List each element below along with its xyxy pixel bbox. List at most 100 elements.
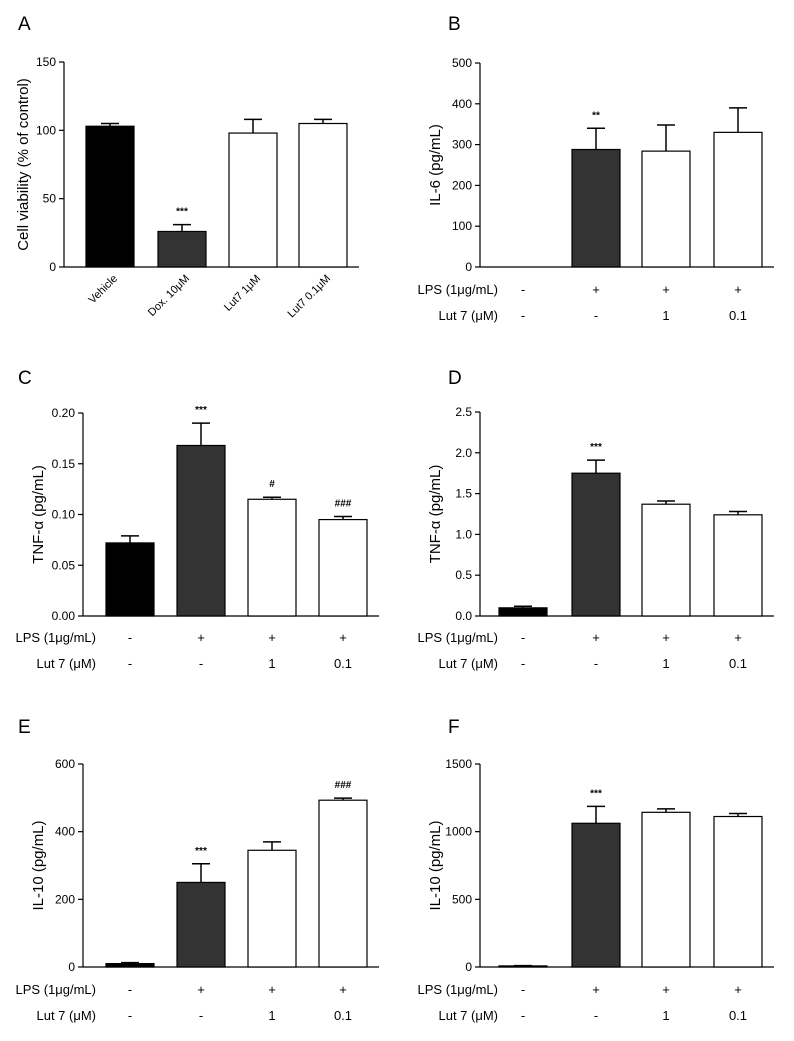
y-tick-label: 50 [43,192,57,206]
condition-cell: 1 [662,656,669,671]
significance-label: *** [590,788,602,799]
y-axis-title: Cell viability (% of control) [15,78,32,251]
bar [571,148,621,268]
y-axis-title: IL-10 (pg/mL) [30,820,47,910]
y-tick-label: 150 [36,55,56,69]
bar [641,150,691,268]
condition-row-label: LPS (1μg/mL) [418,282,498,297]
category-label: Lut7 1μM [222,273,263,314]
bar [176,444,226,617]
chart-panel-a: A 0 50 100 150 Cell viability (% of control) *… [15,14,359,320]
y-tick-label: 0.20 [52,406,76,420]
condition-cell: - [521,308,525,323]
condition-cell: + [662,982,670,997]
y-tick-label: 0.10 [52,508,76,522]
condition-row-label: Lut 7 (μM) [438,308,498,323]
y-axis-title: IL-10 (pg/mL) [427,820,444,910]
y-axis-title: TNF-α (pg/mL) [427,465,444,564]
y-tick-label: 200 [452,178,472,192]
y-tick-label: 1500 [445,757,472,771]
condition-cell: + [197,982,205,997]
y-tick-label: 0 [465,260,472,274]
chart-panel-e: E 0 200 400 600 IL-10 (pg/mL) *** ### LPS (1μg/m… [16,717,379,1023]
condition-cell: 1 [268,1008,275,1023]
condition-cell: + [268,630,276,645]
y-tick-label: 1.5 [455,487,472,501]
condition-row-label: Lut 7 (μM) [438,656,498,671]
y-tick-label: 400 [452,97,472,111]
condition-cell: + [592,282,600,297]
condition-cell: - [521,282,525,297]
y-tick-label: 2.5 [455,405,472,419]
y-axis-title: IL-6 (pg/mL) [427,124,444,206]
significance-label: ### [335,780,352,791]
chart-panel-f: F 0 500 1000 1500 IL-10 (pg/mL) *** LPS (1μg/mL… [418,717,774,1023]
condition-cell: + [339,982,347,997]
condition-cell: 0.1 [334,1008,352,1023]
condition-row-label: Lut 7 (μM) [438,1008,498,1023]
bar [713,131,763,268]
y-tick-label: 200 [55,892,75,906]
condition-cell: + [662,282,670,297]
y-tick-label: 500 [452,892,472,906]
y-tick-label: 2.0 [455,446,472,460]
condition-cell: - [521,630,525,645]
y-tick-label: 0 [465,960,472,974]
condition-cell: + [734,982,742,997]
bar [641,503,691,617]
bar [318,799,368,968]
y-tick-label: 500 [452,56,472,70]
significance-label: # [269,479,275,490]
condition-cell: 0.1 [729,308,747,323]
bar [571,472,621,617]
bar [713,815,763,968]
condition-cell: - [199,656,203,671]
y-tick-label: 300 [452,138,472,152]
y-axis-title: TNF-α (pg/mL) [30,465,47,564]
condition-cell: - [128,1008,132,1023]
condition-cell: - [594,656,598,671]
bar [571,822,621,968]
condition-cell: 1 [662,1008,669,1023]
y-tick-label: 0 [68,960,75,974]
condition-cell: - [594,1008,598,1023]
bar [641,811,691,968]
condition-row-label: Lut 7 (μM) [36,1008,96,1023]
y-tick-label: 100 [36,123,56,137]
y-tick-label: 600 [55,757,75,771]
condition-row-label: LPS (1μg/mL) [16,982,96,997]
significance-label: ### [335,499,352,510]
panel-letter-e: E [18,717,31,738]
condition-cell: - [128,982,132,997]
category-label: Vehicle [87,273,121,307]
bar [85,125,135,268]
bar [298,122,348,268]
significance-label: *** [195,846,207,857]
condition-cell: 0.1 [729,1008,747,1023]
significance-label: ** [592,110,600,121]
y-tick-label: 400 [55,825,75,839]
condition-cell: 0.1 [334,656,352,671]
condition-cell: - [521,982,525,997]
condition-cell: + [662,630,670,645]
panel-letter-f: F [448,717,460,738]
y-tick-label: 0.15 [52,457,76,471]
y-tick-label: 1.0 [455,527,472,541]
bar [498,607,548,617]
significance-label: *** [195,405,207,416]
condition-cell: - [128,630,132,645]
panel-letter-c: C [18,368,32,389]
y-tick-label: 0.00 [52,609,76,623]
condition-cell: + [734,630,742,645]
y-tick-label: 0.05 [52,558,76,572]
condition-cell: + [734,282,742,297]
condition-cell: - [128,656,132,671]
bar [176,881,226,968]
condition-cell: - [521,1008,525,1023]
condition-cell: + [592,630,600,645]
bar [157,230,207,268]
chart-panel-b: B 0 100 200 300 400 500 IL-6 (pg/mL) ** LPS (1μg/… [418,14,774,323]
